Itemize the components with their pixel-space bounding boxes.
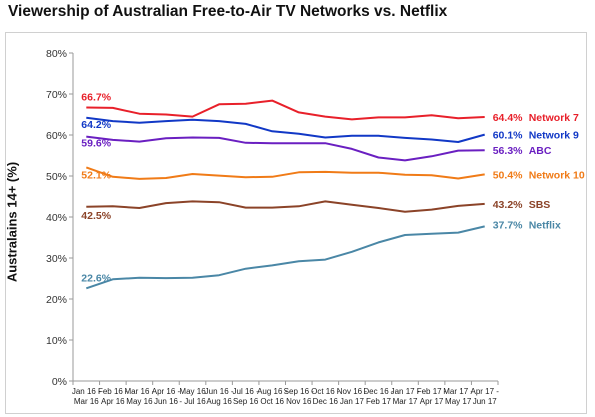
x-tick-label: Dec 16 - <box>363 387 394 396</box>
x-tick-label: Aug 16 - <box>257 387 288 396</box>
y-tick-label: 70% <box>46 89 67 101</box>
y-tick-label: 10% <box>46 335 67 347</box>
end-value-netflix: 37.7% <box>493 219 523 231</box>
start-label-network-10: 52.1% <box>81 169 111 181</box>
end-value-network-10: 50.4% <box>493 169 523 181</box>
y-tick-label: 60% <box>46 130 67 142</box>
x-tick-label: May 17 <box>445 397 472 406</box>
start-label-sbs: 42.5% <box>81 210 111 222</box>
x-tick-label: Mar 17 - <box>443 387 473 396</box>
x-tick-label: Sep 16 - <box>284 387 315 396</box>
series-line-abc <box>86 135 485 162</box>
series-name-abc: ABC <box>529 145 552 157</box>
x-tick-label: Mar 16 - <box>125 387 155 396</box>
start-label-network-7: 66.7% <box>81 92 111 104</box>
series-line-netflix <box>85 225 485 290</box>
series-name-network-10: Network 10 <box>529 169 585 181</box>
x-tick-label: Sep 16 <box>233 397 259 406</box>
x-tick-label: Oct 16 <box>260 397 284 406</box>
series-line-network-10 <box>85 166 485 180</box>
x-tick-label: Apr 16 - <box>152 387 181 396</box>
end-value-sbs: 43.2% <box>493 199 523 211</box>
series-name-network-9: Network 9 <box>529 130 579 142</box>
x-tick-label: May 16 <box>179 387 206 396</box>
x-tick-label: Mar 16 <box>74 397 99 406</box>
series-line-network-7 <box>86 99 485 121</box>
x-tick-label: Jun 17 <box>473 397 498 406</box>
series-line-network-9 <box>86 116 485 143</box>
x-tick-label: Aug 16 <box>206 397 232 406</box>
series-name-sbs: SBS <box>529 199 551 211</box>
y-tick-label: 40% <box>46 212 67 224</box>
y-tick-label: 80% <box>46 48 67 60</box>
x-tick-label: Nov 16 - <box>337 387 368 396</box>
chart-title: Viewership of Australian Free-to-Air TV … <box>8 3 448 20</box>
x-tick-label: May 16 <box>126 397 153 406</box>
x-tick-label: Jan 17 - <box>391 387 420 396</box>
x-tick-label: Mar 17 <box>393 397 418 406</box>
x-tick-label: Apr 17 <box>420 397 444 406</box>
x-tick-label: Jan 17 <box>340 397 365 406</box>
y-tick-label: 0% <box>52 376 67 388</box>
x-tick-label: Feb 17 - <box>417 387 447 396</box>
end-value-abc: 56.3% <box>493 145 523 157</box>
y-tick-label: 50% <box>46 171 67 183</box>
start-label-netflix: 22.6% <box>81 272 111 284</box>
x-tick-label: - Jul 16 <box>179 397 206 406</box>
series-line-sbs <box>86 200 485 213</box>
x-tick-label: Oct 16 - <box>311 387 340 396</box>
start-label-network-9: 64.2% <box>81 119 111 131</box>
x-tick-label: Nov 16 <box>286 397 312 406</box>
x-tick-label: Dec 16 <box>313 397 339 406</box>
end-value-network-7: 64.4% <box>493 112 523 124</box>
series-name-netflix: Netflix <box>529 219 561 231</box>
series-name-network-7: Network 7 <box>529 112 579 124</box>
x-tick-label: Apr 17 - <box>470 387 499 396</box>
x-tick-label: Jun 16 <box>154 397 179 406</box>
y-tick-label: 20% <box>46 294 67 306</box>
x-tick-label: Jan 16 - <box>72 387 101 396</box>
x-tick-label: Feb 17 <box>366 397 391 406</box>
x-tick-label: Jul 16 - <box>233 387 260 396</box>
start-label-abc: 59.6% <box>81 138 111 150</box>
y-tick-label: 30% <box>46 253 67 265</box>
x-tick-label: Jun 16 - <box>205 387 234 396</box>
end-value-network-9: 60.1% <box>493 130 523 142</box>
x-tick-label: Feb 16 - <box>98 387 128 396</box>
x-tick-label: Apr 16 <box>101 397 125 406</box>
